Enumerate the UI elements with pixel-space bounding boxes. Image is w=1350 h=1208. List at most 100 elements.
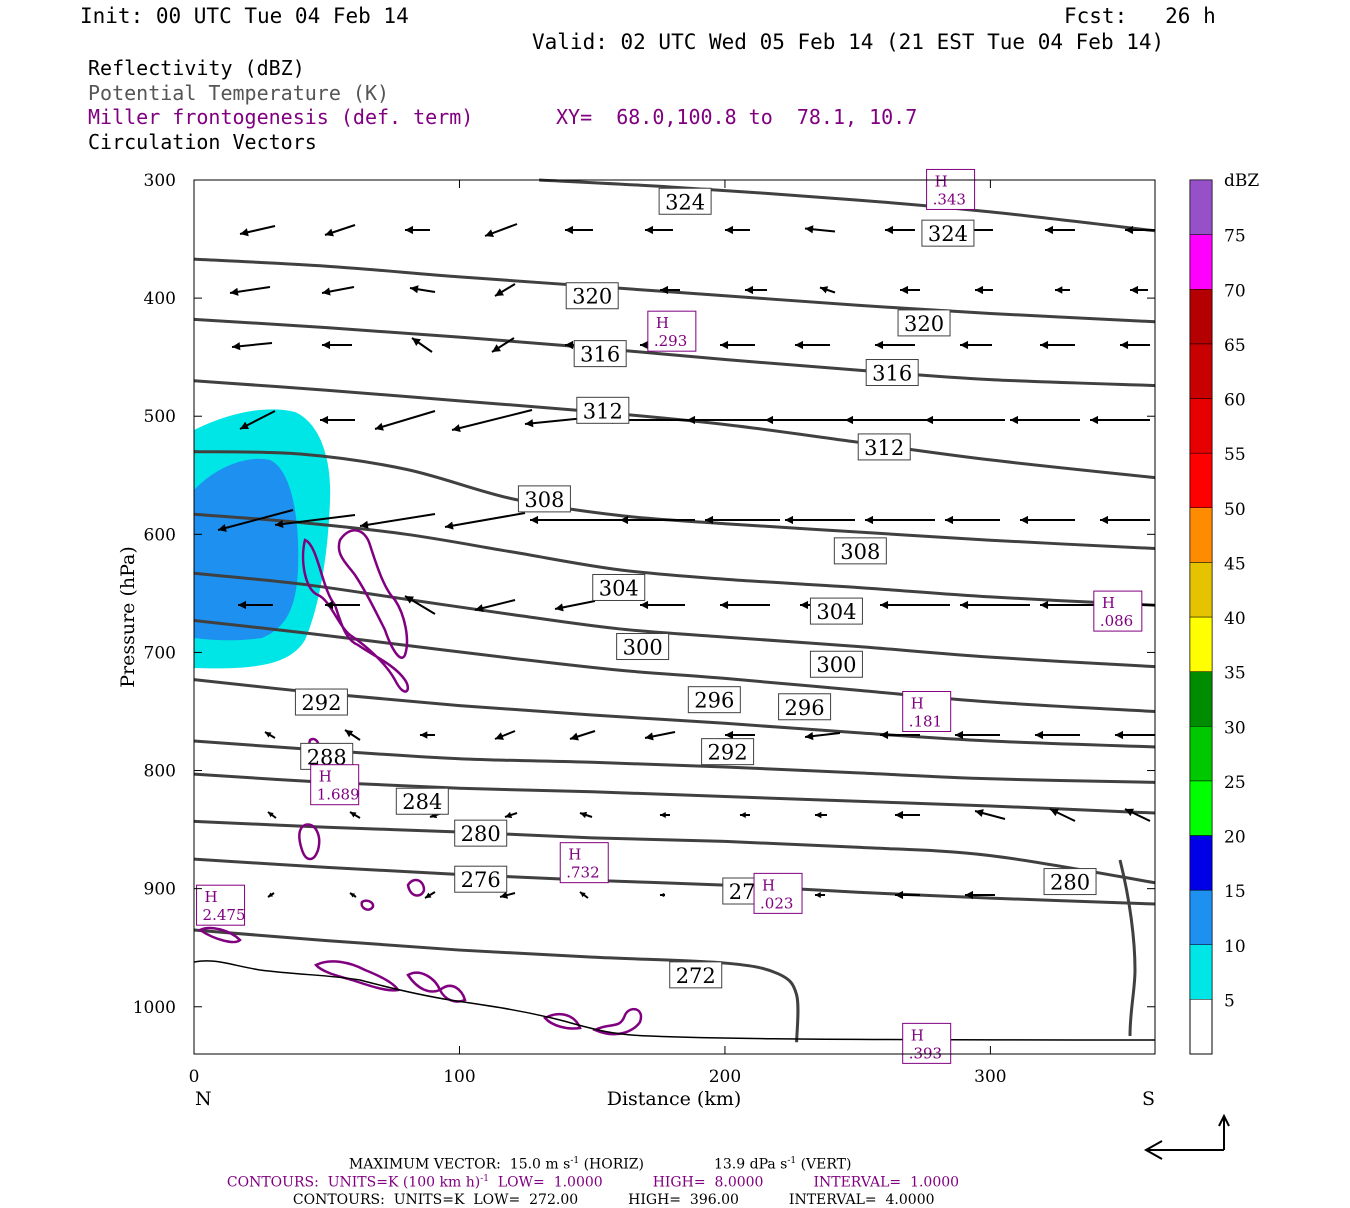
circulation-vector bbox=[504, 811, 518, 819]
circulation-vector bbox=[745, 285, 767, 295]
circulation-vector bbox=[451, 409, 533, 433]
max-vector-line: MAXIMUM VECTOR: 15.0 m s-1 (HORIZ) 13.9 d… bbox=[348, 1156, 852, 1173]
legend-xy: XY= 68.0,100.8 to 78.1, 10.7 bbox=[556, 105, 918, 129]
y-tick-label: 300 bbox=[144, 171, 176, 191]
circulation-vector bbox=[1055, 286, 1070, 294]
theta-label: 284 bbox=[395, 787, 449, 815]
theta-contour-276 bbox=[193, 857, 1156, 906]
colorbar-label: 15 bbox=[1224, 882, 1246, 902]
x-axis-label: Distance (km) bbox=[607, 1088, 742, 1110]
x-tick-label: 100 bbox=[443, 1067, 475, 1087]
theta-label-text: 316 bbox=[580, 343, 620, 367]
circulation-vector bbox=[1049, 808, 1076, 822]
colorbar-label: 25 bbox=[1224, 773, 1246, 793]
theta-contour-labels: 324 324 320 320 316 316 312 312 308 308 304 304 300 3… bbox=[294, 187, 1097, 989]
circulation-vector bbox=[325, 600, 360, 610]
fronto-high: H2.475 bbox=[196, 884, 246, 926]
theta-label-text: 296 bbox=[785, 696, 825, 720]
fronto-high: H.181 bbox=[902, 690, 952, 732]
circulation-vector bbox=[1125, 225, 1155, 235]
circulation-vector bbox=[725, 225, 750, 235]
theta-label: 324 bbox=[658, 187, 712, 215]
theta-label: 308 bbox=[833, 537, 887, 565]
theta-contour-316 bbox=[193, 317, 1156, 388]
fronto-high-letter: H bbox=[656, 314, 669, 332]
theta-label: 300 bbox=[616, 633, 670, 661]
circulation-vector bbox=[765, 415, 860, 425]
circulation-vector bbox=[484, 223, 518, 238]
colorbar-swatch bbox=[1189, 780, 1213, 836]
init-time: Init: 00 UTC Tue 04 Feb 14 bbox=[80, 4, 409, 28]
circulation-vector bbox=[267, 892, 275, 898]
terrain-profile bbox=[193, 960, 1156, 1041]
theta-label-text: 284 bbox=[402, 790, 442, 814]
circulation-vector bbox=[1120, 340, 1150, 350]
theta-label-text: 280 bbox=[461, 822, 501, 846]
theta-label: 280 bbox=[1043, 868, 1097, 896]
circulation-vector bbox=[1045, 225, 1075, 235]
theta-label: 272 bbox=[669, 961, 723, 989]
theta-label: 292 bbox=[294, 688, 348, 716]
circulation-vector bbox=[579, 891, 589, 899]
theta-contour-296 bbox=[193, 619, 1156, 713]
colorbar-swatch bbox=[1189, 616, 1213, 672]
colorbar-swatch bbox=[1189, 671, 1213, 727]
circulation-vector bbox=[229, 286, 271, 296]
circulation-vector bbox=[720, 340, 755, 350]
circulation-vector bbox=[569, 730, 596, 741]
circulation-vector bbox=[344, 729, 361, 741]
fronto-high-value: 1.689 bbox=[317, 786, 360, 804]
y-tick-label: 1000 bbox=[133, 998, 176, 1018]
circulation-vector bbox=[499, 891, 516, 899]
fronto-high: H.732 bbox=[559, 842, 609, 884]
y-tick-label: 400 bbox=[144, 289, 176, 309]
circulation-vector bbox=[965, 890, 995, 900]
fronto-high-letter: H bbox=[205, 888, 218, 906]
circulation-vector bbox=[444, 512, 526, 530]
circulation-vector bbox=[815, 892, 825, 898]
circulation-vector bbox=[815, 811, 827, 819]
fronto-high-value: .343 bbox=[933, 190, 966, 208]
fronto-high-value: .393 bbox=[909, 1044, 942, 1062]
theta-label-text: 280 bbox=[1050, 871, 1090, 895]
circulation-vector bbox=[1100, 515, 1150, 525]
legend-theta: Potential Temperature (K) bbox=[88, 81, 390, 105]
theta-label-text: 316 bbox=[872, 362, 912, 386]
circulation-vector bbox=[579, 811, 593, 819]
circulation-vector bbox=[424, 891, 436, 899]
circulation-vector bbox=[885, 225, 915, 235]
colorbar-label: 10 bbox=[1224, 937, 1246, 957]
fronto-contour-info: CONTOURS: UNITS=K (100 km h)-1 LOW= 1.00… bbox=[226, 1174, 960, 1191]
valid-time: Valid: 02 UTC Wed 05 Feb 14 (21 EST Tue … bbox=[532, 30, 1165, 54]
theta-label-text: 312 bbox=[583, 399, 623, 423]
legend-reflectivity: Reflectivity (dBZ) bbox=[88, 56, 305, 80]
circulation-vector bbox=[644, 731, 676, 741]
colorbar-swatch bbox=[1189, 452, 1213, 508]
colorbar-swatch bbox=[1189, 944, 1213, 1000]
theta-label-text: 304 bbox=[816, 600, 856, 624]
circulation-vector bbox=[804, 225, 836, 234]
circulation-vector bbox=[409, 285, 436, 294]
circulation-vector bbox=[359, 513, 436, 529]
fronto-high: H1.689 bbox=[310, 764, 360, 806]
circulation-vector bbox=[1010, 415, 1080, 425]
fronto-high-value: .732 bbox=[566, 864, 599, 882]
x-tick-label: 0 bbox=[189, 1067, 200, 1087]
y-tick-label: 700 bbox=[144, 643, 176, 663]
theta-label-text: 308 bbox=[840, 540, 880, 564]
fronto-high-letter: H bbox=[762, 876, 775, 894]
circulation-vector bbox=[374, 410, 436, 431]
colorbar-title: dBZ bbox=[1224, 171, 1259, 191]
plot-frame bbox=[193, 179, 1156, 1055]
circulation-vector bbox=[530, 515, 620, 525]
theta-label-text: 300 bbox=[623, 636, 663, 660]
reflectivity-10dbz-area bbox=[194, 458, 299, 641]
frontogenesis-high-labels: H.293H.086H.181H1.689H.732H.023H2.475H.3… bbox=[196, 168, 1143, 1064]
theta-label: 320 bbox=[897, 309, 951, 337]
circulation-vector bbox=[231, 342, 273, 351]
theta-label-text: 276 bbox=[461, 868, 501, 892]
circulation-vector bbox=[955, 730, 1000, 740]
circulation-vector bbox=[804, 732, 841, 741]
theta-label: 300 bbox=[809, 650, 863, 678]
colorbar-label: 75 bbox=[1224, 227, 1246, 247]
